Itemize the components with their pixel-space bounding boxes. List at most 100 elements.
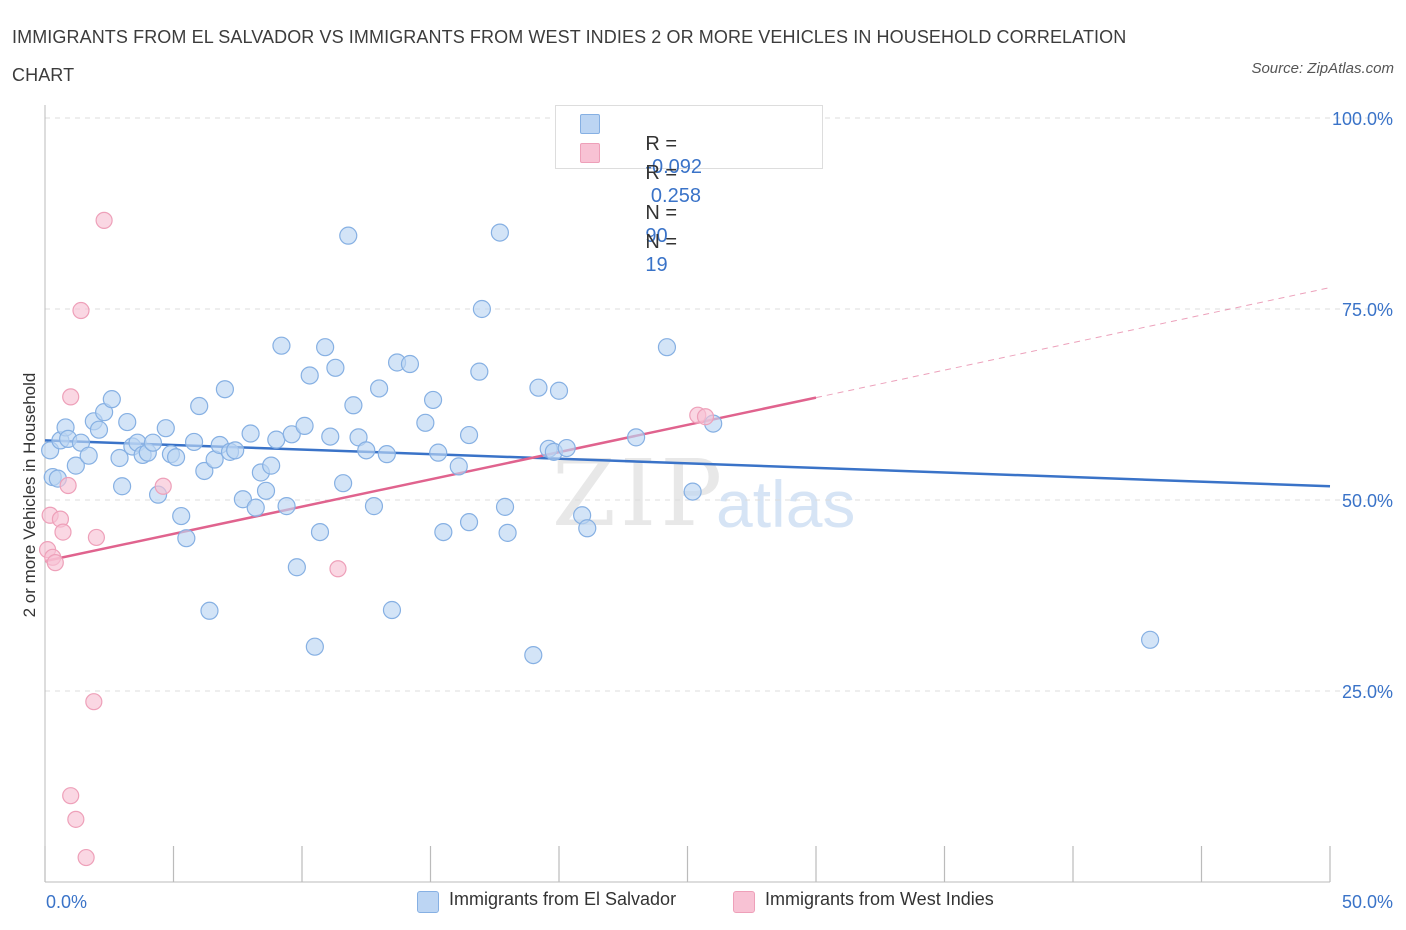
x-tick-label: 0.0% — [46, 892, 87, 912]
point-el-salvador — [382, 600, 402, 620]
point-el-salvador — [102, 390, 121, 409]
point-el-salvador — [683, 482, 702, 501]
point-west-indies — [67, 810, 85, 828]
trend-line-west-indies — [44, 396, 817, 563]
point-west-indies — [154, 477, 172, 495]
legend-n-value: 90 — [645, 225, 668, 247]
point-el-salvador — [66, 456, 85, 475]
point-west-indies — [95, 211, 113, 229]
legend-row-el-salvador: R = -0.092 N = 90 — [580, 110, 702, 247]
trend-line-el-salvador — [44, 439, 1331, 488]
point-west-indies — [85, 693, 103, 711]
point-west-indies — [62, 787, 80, 805]
legend-swatch-pink — [580, 143, 600, 163]
y-tick-label: 25.0% — [1342, 682, 1393, 702]
point-el-salvador — [241, 424, 260, 443]
legend-swatch-pink — [733, 891, 755, 913]
point-el-salvador — [416, 413, 435, 432]
point-el-salvador — [156, 419, 175, 438]
chart-title: IMMIGRANTS FROM EL SALVADOR VS IMMIGRANT… — [12, 27, 1127, 85]
point-el-salvador — [434, 522, 453, 542]
y-tick-label: 100.0% — [1332, 109, 1393, 129]
data-points — [38, 211, 1160, 867]
point-el-salvador — [277, 497, 296, 516]
point-el-salvador — [364, 497, 384, 516]
legend-n-label: N = — [645, 202, 678, 224]
y-tick-label: 50.0% — [1342, 491, 1393, 511]
point-el-salvador — [400, 354, 420, 374]
trend-lines — [44, 287, 1331, 563]
point-el-salvador — [215, 380, 234, 399]
legend-r-value: 0.258 — [645, 185, 701, 207]
point-west-indies — [46, 554, 64, 572]
point-el-salvador — [287, 558, 306, 577]
point-el-salvador — [256, 481, 276, 500]
point-west-indies — [72, 301, 90, 320]
legend-swatch-blue — [417, 891, 439, 913]
legend-r-label: R = — [645, 162, 678, 184]
point-el-salvador — [459, 513, 479, 532]
point-el-salvador — [310, 522, 330, 542]
point-el-salvador — [262, 456, 281, 475]
legend-label: Immigrants from El Salvador — [449, 889, 677, 909]
point-west-indies — [77, 848, 95, 867]
point-el-salvador — [626, 428, 646, 447]
legend-swatch-blue — [580, 114, 600, 134]
legend-n-value: 19 — [645, 254, 668, 276]
point-el-salvador — [423, 390, 443, 410]
y-tick-label: 75.0% — [1342, 300, 1393, 320]
point-el-salvador — [377, 445, 396, 464]
axes — [44, 105, 1331, 883]
point-el-salvador — [495, 497, 515, 516]
point-el-salvador — [272, 336, 291, 355]
point-el-salvador — [1140, 630, 1160, 649]
point-el-salvador — [449, 457, 468, 476]
point-el-salvador — [490, 223, 509, 242]
source-label: Source: ZipAtlas.com — [1251, 60, 1394, 77]
point-el-salvador — [172, 506, 191, 526]
trend-extension-west-indies — [815, 287, 1331, 399]
point-west-indies — [54, 523, 72, 541]
point-el-salvador — [89, 420, 109, 439]
point-el-salvador — [370, 379, 389, 398]
watermark-atlas: atlas — [716, 467, 856, 541]
point-west-indies — [696, 408, 715, 426]
point-el-salvador — [357, 441, 376, 460]
point-el-salvador — [429, 443, 448, 462]
grid-lines — [45, 117, 1390, 692]
point-el-salvador — [177, 529, 196, 548]
point-el-salvador — [344, 396, 363, 415]
legend-r-value: -0.092 — [645, 156, 703, 178]
point-el-salvador — [118, 412, 137, 432]
point-el-salvador — [200, 601, 219, 620]
point-el-salvador — [524, 645, 543, 665]
point-el-salvador — [557, 438, 576, 458]
point-el-salvador — [326, 358, 345, 377]
point-el-salvador — [334, 474, 353, 493]
point-el-salvador — [321, 427, 340, 446]
correlation-legend: R = -0.092 N = 90 R = 0.258 N = 19 — [555, 105, 823, 276]
point-el-salvador — [233, 490, 252, 509]
legend-label: Immigrants from West Indies — [765, 889, 994, 909]
point-west-indies — [59, 476, 77, 495]
point-el-salvador — [79, 446, 98, 465]
point-el-salvador — [267, 430, 286, 449]
point-el-salvador — [339, 226, 358, 245]
point-west-indies — [87, 528, 106, 547]
tick-labels: 100.0% 75.0% 50.0% 25.0% 0.0% 50.0% — [46, 109, 1393, 912]
point-el-salvador — [143, 433, 163, 452]
point-el-salvador — [459, 425, 479, 445]
point-el-salvador — [300, 366, 319, 385]
point-el-salvador — [305, 637, 324, 656]
point-west-indies — [62, 388, 80, 406]
point-el-salvador — [110, 448, 129, 468]
point-el-salvador — [195, 461, 214, 481]
point-el-salvador — [112, 477, 132, 496]
point-el-salvador — [472, 299, 491, 319]
point-el-salvador — [529, 378, 548, 397]
point-el-salvador — [246, 498, 265, 517]
point-el-salvador — [498, 523, 517, 542]
point-el-salvador — [295, 416, 314, 435]
point-west-indies — [329, 560, 347, 578]
